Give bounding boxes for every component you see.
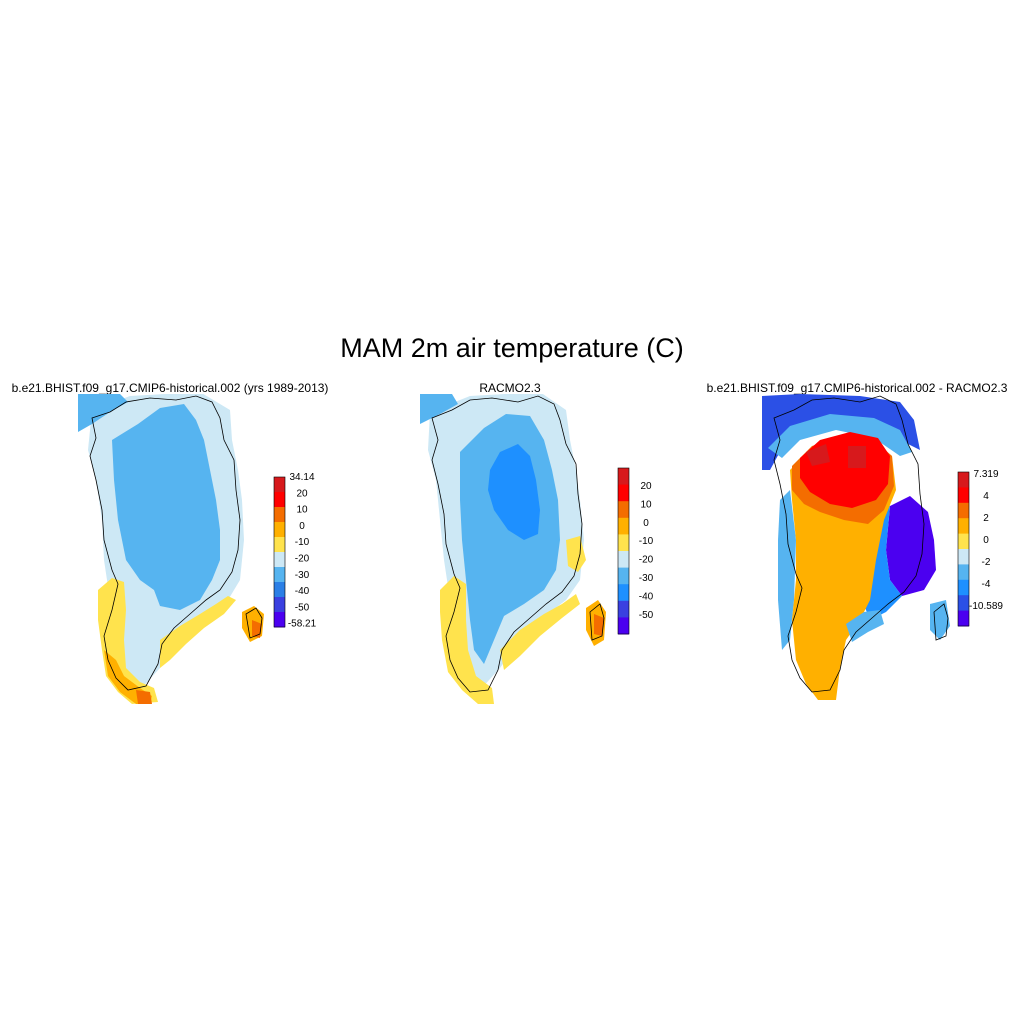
colorbar-swatch bbox=[618, 551, 629, 569]
colorbar-label: -4 bbox=[982, 579, 991, 590]
panel-3-island-blue bbox=[930, 600, 950, 640]
colorbar-label: -58.21 bbox=[288, 619, 317, 630]
panel-1-island-coast bbox=[245, 607, 263, 639]
panel-1-colorbar: 34.14 20 10 0 -10 -20 -30 -40 -50 -58.21 bbox=[273, 472, 317, 630]
colorbar-swatch bbox=[618, 468, 629, 486]
panel-2-island-orange bbox=[594, 614, 604, 636]
colorbar-swatch bbox=[958, 564, 969, 581]
panel-3-title: b.e21.BHIST.f09_g17.CMIP6-historical.002… bbox=[706, 381, 1008, 395]
panel-1-southeast-coast bbox=[160, 596, 236, 668]
colorbar-label: -20 bbox=[639, 555, 654, 566]
colorbar-swatch bbox=[958, 518, 969, 535]
panel-1-nw-corner bbox=[78, 394, 128, 432]
panel-3-east-cold bbox=[886, 496, 936, 596]
colorbar-label: 0 bbox=[983, 535, 989, 546]
panel-3-west-blue bbox=[778, 490, 796, 650]
colorbar-swatch bbox=[274, 477, 285, 493]
panel-3-north-blue bbox=[768, 414, 912, 458]
colorbar-swatch bbox=[958, 487, 969, 504]
colorbar-swatch bbox=[618, 600, 629, 618]
colorbar-swatch bbox=[274, 537, 285, 553]
colorbar-swatch bbox=[618, 584, 629, 602]
panel-2-coastline bbox=[431, 395, 583, 693]
panel-3-map bbox=[762, 394, 950, 700]
figure-title: MAM 2m air temperature (C) bbox=[340, 333, 684, 363]
panel-2-colorbar: 20 10 0 -10 -20 -30 -40 -50 bbox=[617, 467, 654, 635]
colorbar-label: -50 bbox=[295, 602, 310, 613]
colorbar-outline bbox=[957, 471, 970, 627]
colorbar-swatch bbox=[618, 501, 629, 519]
colorbar-label: -2 bbox=[982, 557, 991, 568]
colorbar-swatch bbox=[958, 595, 969, 612]
colorbar-swatch bbox=[274, 567, 285, 583]
panel-1-island-orange bbox=[252, 620, 262, 638]
colorbar-label: -10 bbox=[639, 536, 654, 547]
colorbar-label: -10.589 bbox=[969, 601, 1003, 612]
colorbar-swatch bbox=[958, 502, 969, 519]
panel-2-nw-corner bbox=[420, 394, 458, 424]
panel-1-coastline bbox=[89, 395, 241, 691]
panel-1-title: b.e21.BHIST.f09_g17.CMIP6-historical.002… bbox=[11, 381, 329, 395]
colorbar-outline bbox=[273, 476, 286, 628]
colorbar-swatch bbox=[618, 534, 629, 552]
colorbar-swatch bbox=[618, 617, 629, 635]
panel-2-island-coast bbox=[589, 603, 605, 641]
panel-1-map bbox=[78, 394, 264, 704]
colorbar-label: 34.14 bbox=[289, 472, 314, 483]
colorbar-label: 2 bbox=[983, 513, 989, 524]
panel-2-title: RACMO2.3 bbox=[479, 381, 541, 395]
colorbar-swatch bbox=[618, 517, 629, 535]
colorbar-label: 7.319 bbox=[973, 469, 998, 480]
colorbar-swatch bbox=[274, 522, 285, 538]
colorbar-swatch bbox=[274, 597, 285, 613]
colorbar-label: 0 bbox=[643, 518, 649, 529]
colorbar-swatch bbox=[958, 472, 969, 488]
panel-3-darkred-spot-a bbox=[806, 444, 830, 466]
colorbar-swatch bbox=[618, 484, 629, 502]
colorbar-label: 10 bbox=[640, 499, 652, 510]
colorbar-swatch bbox=[958, 549, 969, 565]
colorbar-label: 0 bbox=[299, 521, 305, 532]
colorbar-outline bbox=[617, 467, 630, 635]
colorbar-swatch bbox=[618, 567, 629, 585]
panel-3-north-cold bbox=[762, 394, 920, 470]
colorbar-swatch bbox=[958, 579, 969, 596]
panel-3-coastline bbox=[773, 395, 925, 693]
panel-2-southeast-coast bbox=[500, 594, 580, 670]
colorbar-label: -50 bbox=[639, 610, 654, 621]
panel-2-map bbox=[420, 394, 606, 704]
panel-3-colorbar: 7.319 4 2 0 -2 -4 -10.589 bbox=[957, 469, 1003, 627]
colorbar-swatch bbox=[958, 533, 969, 550]
colorbar-label: 10 bbox=[296, 505, 308, 516]
panel-2-south-coast bbox=[440, 576, 494, 704]
panel-1-tip-orange bbox=[136, 690, 152, 704]
colorbar-swatch bbox=[274, 507, 285, 523]
panel-3-east-blue bbox=[862, 500, 902, 620]
colorbar-swatch bbox=[274, 492, 285, 508]
colorbar-swatch bbox=[274, 612, 285, 628]
colorbar-label: -40 bbox=[639, 591, 654, 602]
panel-1-south-orange bbox=[104, 650, 152, 704]
panel-3-darkred-spot-b bbox=[848, 446, 866, 468]
colorbar-label: -40 bbox=[295, 586, 310, 597]
colorbar-label: -10 bbox=[295, 537, 310, 548]
colorbar-swatch bbox=[274, 582, 285, 598]
panel-3-southeast-blue bbox=[846, 610, 884, 642]
colorbar-label: -30 bbox=[639, 573, 654, 584]
colorbar-label: 20 bbox=[296, 488, 308, 499]
colorbar-swatch bbox=[274, 552, 285, 568]
panel-2-core bbox=[488, 444, 540, 540]
colorbar-label: 4 bbox=[983, 491, 989, 502]
panel-3-island-coast bbox=[933, 603, 949, 641]
colorbar-swatch bbox=[958, 610, 969, 627]
panel-1-interior bbox=[112, 404, 220, 610]
colorbar-label: -20 bbox=[295, 554, 310, 565]
colorbar-label: -30 bbox=[295, 570, 310, 581]
colorbar-label: 20 bbox=[640, 481, 652, 492]
